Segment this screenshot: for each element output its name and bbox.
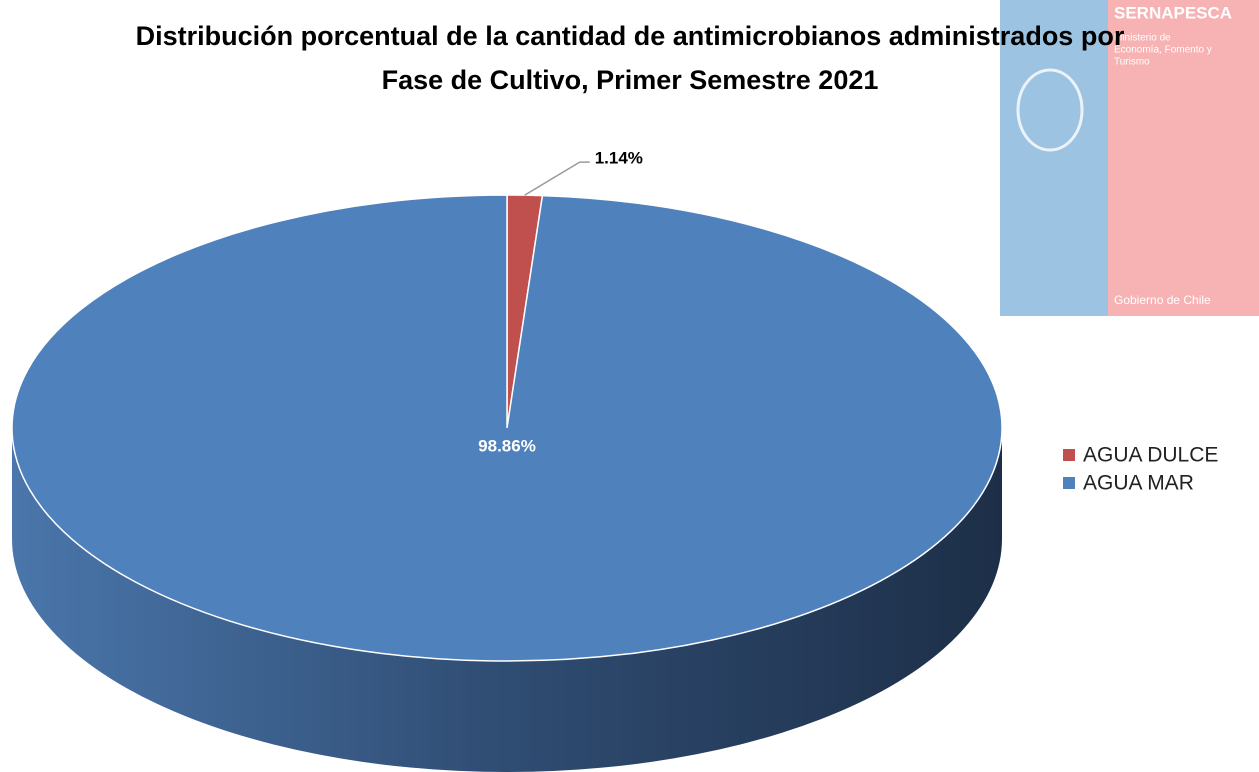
leader-line <box>524 161 590 196</box>
logo-ministry: Economía, Fomento y <box>1114 45 1212 56</box>
pie-slice <box>11 194 1003 662</box>
data-label: 98.86% <box>478 436 536 455</box>
legend-label: AGUA DULCE <box>1083 444 1218 467</box>
logo-emblem <box>1016 68 1084 152</box>
legend-swatch <box>1063 477 1075 489</box>
legend-label: AGUA MAR <box>1083 472 1194 495</box>
pie-side <box>12 428 1002 772</box>
legend-swatch <box>1063 449 1075 461</box>
logo-ministry: Ministerio de <box>1114 33 1171 44</box>
logo-name: SERNAPESCA <box>1114 3 1232 22</box>
data-label: 1.14% <box>595 149 643 168</box>
logo-government: Gobierno de Chile <box>1114 293 1211 307</box>
logo-ministry: Turismo <box>1114 57 1150 68</box>
logo-panel <box>1000 0 1108 316</box>
logo-panel <box>1108 0 1259 316</box>
logo: SERNAPESCA Ministerio de Economía, Fomen… <box>1000 0 1259 316</box>
chart-title: Distribución porcentual de la cantidad d… <box>135 21 1125 95</box>
